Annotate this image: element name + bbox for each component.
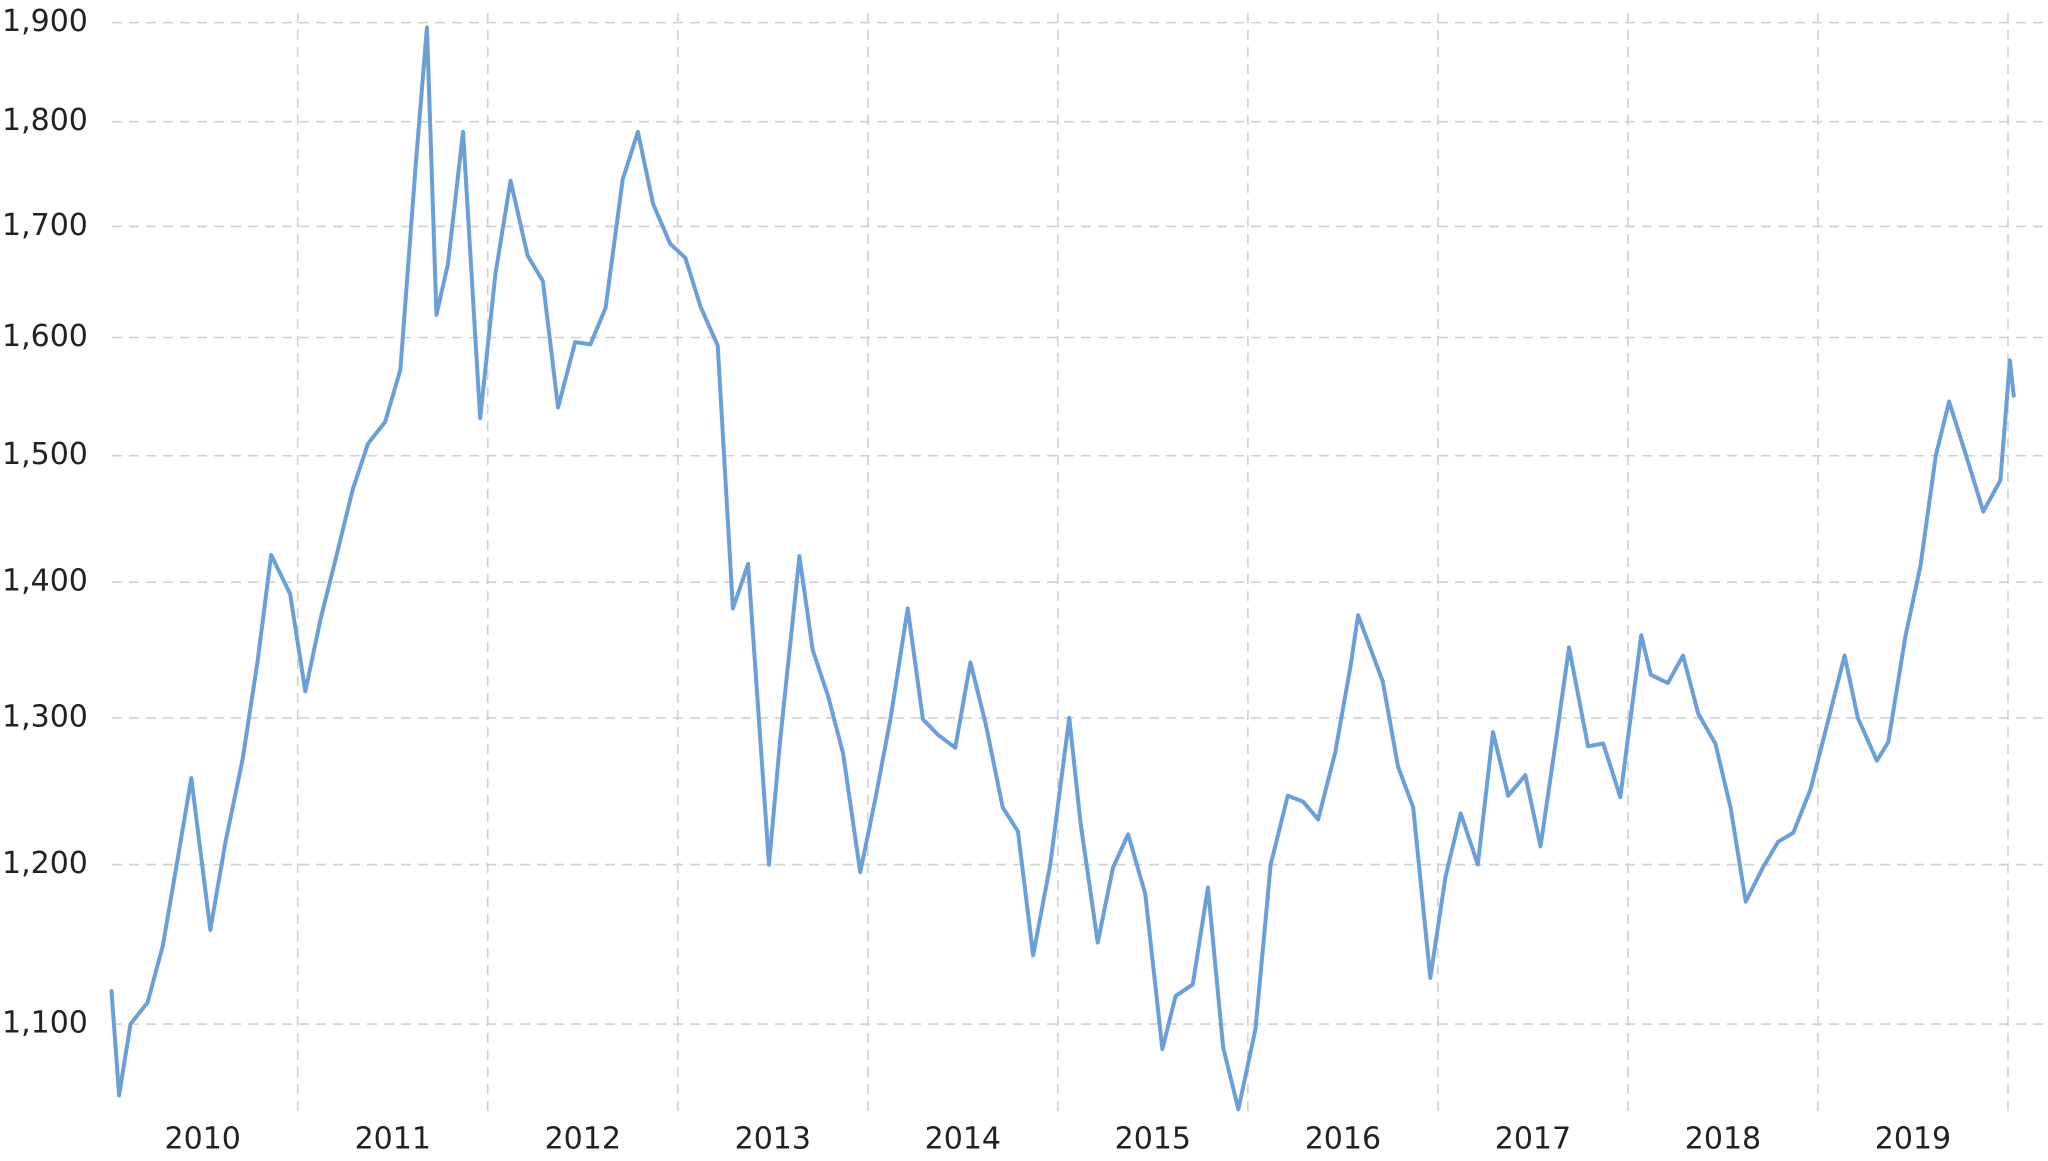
x-tick-label: 2010 <box>165 1122 241 1157</box>
y-tick-label: 1,500 <box>2 437 88 472</box>
y-tick-label: 1,300 <box>2 699 88 734</box>
x-tick-label: 2012 <box>545 1122 621 1157</box>
x-tick-label: 2015 <box>1115 1122 1191 1157</box>
y-tick-label: 1,700 <box>2 208 88 243</box>
y-tick-label: 1,900 <box>2 4 88 39</box>
x-tick-label: 2017 <box>1495 1122 1571 1157</box>
x-tick-label: 2013 <box>735 1122 811 1157</box>
y-tick-label: 1,600 <box>2 319 88 354</box>
y-tick-label: 1,200 <box>2 846 88 881</box>
price-line <box>109 25 2016 1112</box>
x-tick-label: 2019 <box>1875 1122 1951 1157</box>
x-tick-label: 2014 <box>925 1122 1001 1157</box>
x-tick-label: 2018 <box>1685 1122 1761 1157</box>
x-tick-label: 2016 <box>1305 1122 1381 1157</box>
y-tick-label: 1,100 <box>2 1006 88 1041</box>
x-tick-label: 2011 <box>355 1122 431 1157</box>
y-tick-label: 1,400 <box>2 564 88 599</box>
y-tick-label: 1,800 <box>2 103 88 138</box>
